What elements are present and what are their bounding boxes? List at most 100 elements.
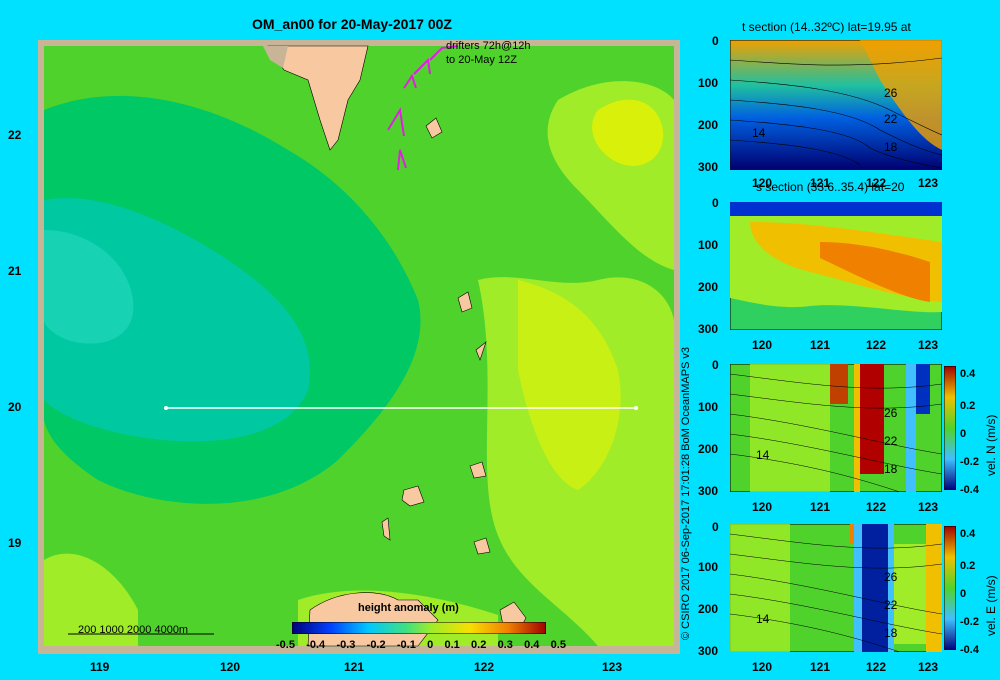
depth-tick: 100 [698, 76, 719, 90]
ve-cb-tick: 0 [960, 588, 967, 600]
lon-tick-122: 122 [474, 660, 495, 674]
lon-tick-123: 123 [602, 660, 623, 674]
t-contour-14: 14 [752, 126, 766, 140]
map-title: OM_an00 for 20-May-2017 00Z [252, 16, 452, 32]
depth-tick: 100 [698, 238, 719, 252]
sec-lon-tick: 121 [810, 338, 831, 352]
depth-tick: 300 [698, 644, 719, 658]
panel-t-title: t section (14..32ºC) lat=19.95 at [742, 20, 911, 34]
island-b [457, 291, 473, 313]
depth-tick: 200 [698, 442, 719, 456]
vn-contour-22: 22 [884, 434, 898, 448]
depth-tick: 300 [698, 160, 719, 174]
depth-tick: 0 [712, 196, 719, 210]
drifters-label-2: to 20-May 12Z [446, 54, 517, 66]
island-a [425, 117, 443, 139]
panel-t-section [730, 40, 942, 170]
panel-vn-section [730, 364, 942, 492]
anomaly-band-higher [518, 280, 621, 490]
sec-lon-tick: 122 [866, 176, 887, 190]
panel-ve-section [730, 524, 942, 652]
cb-tick: -0.3 [336, 639, 356, 651]
colorbar-title: height anomaly (m) [358, 602, 459, 614]
island-e [401, 485, 425, 507]
vel-e-colorbar [944, 526, 956, 650]
sec-lon-tick: 120 [752, 500, 773, 514]
vn-contour-18: 18 [884, 462, 898, 476]
island-c [475, 341, 487, 361]
cb-tick: 0.4 [524, 639, 540, 651]
island-g [473, 537, 491, 555]
ve-cb-tick: 0.2 [960, 560, 976, 572]
depth-tick: 0 [712, 358, 719, 372]
lat-tick-19: 19 [8, 536, 22, 550]
cb-tick: 0 [427, 639, 434, 651]
sec-lon-tick: 122 [866, 338, 887, 352]
lat-tick-21: 21 [8, 264, 22, 278]
vn-contour-26: 26 [884, 406, 898, 420]
depth-tick: 200 [698, 280, 719, 294]
vn-cb-tick: 0.2 [960, 400, 976, 412]
ve-cb-tick: 0.4 [960, 528, 976, 540]
cb-tick: -0.4 [306, 639, 326, 651]
panel-s-title: s section (33.6..35.4) lat=20 [756, 180, 905, 194]
cb-tick: -0.2 [366, 639, 386, 651]
sec-lon-tick: 120 [752, 338, 773, 352]
cb-tick: -0.5 [276, 639, 295, 651]
ve-contour-14: 14 [756, 612, 770, 626]
t-contour-22: 22 [884, 112, 898, 126]
vn-cb-tick: 0.4 [960, 368, 976, 380]
vel-e-cbar-title: vel. E (m/s) [984, 575, 998, 636]
luzon-land [307, 592, 439, 647]
colorbar-ticks: -0.5 -0.4 -0.3 -0.2 -0.1 0 0.1 0.2 0.3 0… [276, 639, 566, 651]
depth-scale-label: 200 1000 2000 4000m [78, 624, 189, 636]
sec-lon-tick: 123 [918, 176, 939, 190]
lon-tick-120: 120 [220, 660, 241, 674]
sec-lon-tick: 120 [752, 176, 773, 190]
height-anomaly-map [38, 40, 680, 654]
vel-n-cbar-title: vel. N (m/s) [984, 414, 998, 476]
ve-cb-tick: -0.4 [960, 644, 979, 656]
depth-tick: 300 [698, 484, 719, 498]
sec-lon-tick: 122 [866, 500, 887, 514]
height-anomaly-colorbar [292, 622, 546, 634]
anomaly-band-high-sw [44, 553, 138, 646]
sec-lon-tick: 120 [752, 660, 773, 674]
vel-n-colorbar [944, 366, 956, 490]
drifters-label-1: drifters 72h@12h [446, 40, 531, 52]
t-contour-26: 26 [884, 86, 898, 100]
cb-tick: 0.3 [497, 639, 513, 651]
vn-cb-tick: 0 [960, 428, 967, 440]
cb-tick: -0.1 [396, 639, 416, 651]
anomaly-band-peak-ne [592, 99, 664, 166]
sec-lon-tick: 121 [810, 176, 831, 190]
cb-tick: 0.1 [444, 639, 460, 651]
island-f [381, 517, 391, 541]
lat-tick-22: 22 [8, 128, 22, 142]
island-d [469, 461, 487, 479]
ve-contour-26: 26 [884, 570, 898, 584]
sec-lon-tick: 121 [810, 660, 831, 674]
vn-cb-tick: -0.4 [960, 484, 979, 496]
panel-s-section [730, 202, 942, 330]
drifter-tracks [387, 45, 459, 171]
taiwan-shelf [263, 46, 288, 68]
vn-contour-14: 14 [756, 448, 770, 462]
lon-tick-121: 121 [344, 660, 365, 674]
depth-tick: 0 [712, 34, 719, 48]
depth-tick: 100 [698, 560, 719, 574]
anomaly-band-lowest [44, 230, 134, 344]
cb-tick: 0.5 [550, 639, 566, 651]
depth-tick: 0 [712, 520, 719, 534]
sec-lon-tick: 123 [918, 338, 939, 352]
lat-tick-20: 20 [8, 400, 22, 414]
taiwan-land [267, 45, 369, 151]
vn-cb-tick: -0.2 [960, 456, 979, 468]
ve-contour-22: 22 [884, 598, 898, 612]
t-contour-18: 18 [884, 140, 898, 154]
sec-lon-tick: 123 [918, 660, 939, 674]
sec-lon-tick: 121 [810, 500, 831, 514]
depth-tick: 300 [698, 322, 719, 336]
depth-tick: 200 [698, 602, 719, 616]
depth-tick: 100 [698, 400, 719, 414]
